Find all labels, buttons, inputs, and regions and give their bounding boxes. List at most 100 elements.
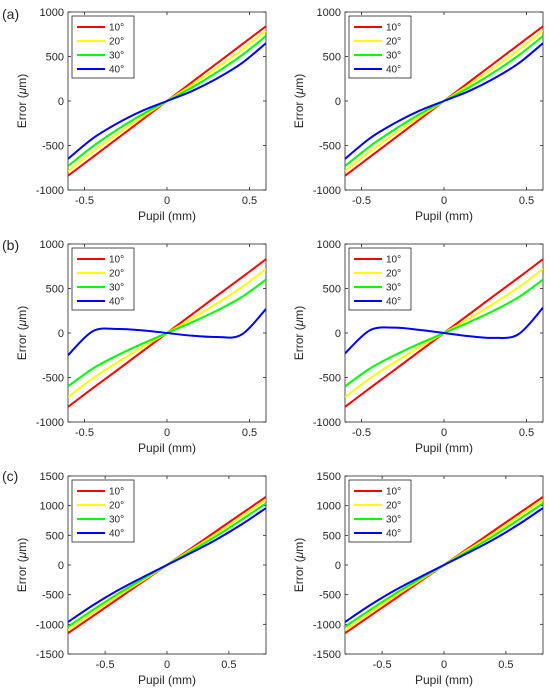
chart-2-x-axis-label: Pupil (mm) bbox=[138, 441, 196, 455]
chart-0-y-axis-label: Error (μm) bbox=[15, 74, 29, 129]
chart-0-y-axis-label-mu: μ bbox=[15, 87, 29, 95]
chart-5-panel: -0.5 0 0.5 -1500 -1000 -500 0 500 1000 1500 Pupil … bbox=[292, 471, 544, 687]
chart-3-y-tick-label: 0 bbox=[335, 328, 341, 340]
chart-3-x-tick-label: 0.5 bbox=[519, 427, 534, 439]
panel-label-b: (b) bbox=[2, 237, 19, 253]
chart-3-legend-label-1: 20° bbox=[386, 269, 401, 280]
chart-1-y-axis-label-mu: μ bbox=[292, 87, 306, 95]
chart-1-legend-label-0: 10° bbox=[386, 23, 401, 34]
chart-3-y-tick-label: 1000 bbox=[317, 239, 341, 251]
chart-3-y-axis-label-prefix: Error ( bbox=[292, 326, 306, 360]
chart-1-y-axis-label-suffix: m) bbox=[292, 74, 306, 88]
chart-5-y-axis-label-suffix: m) bbox=[292, 538, 306, 552]
chart-5-legend-label-1: 20° bbox=[386, 501, 401, 512]
chart-2-series-line-3 bbox=[68, 308, 266, 356]
chart-1-y-axis-label-prefix: Error ( bbox=[292, 94, 306, 128]
chart-0-legend-label-2: 30° bbox=[109, 51, 124, 62]
chart-5-y-tick-label: -1000 bbox=[313, 619, 341, 631]
chart-1-y-tick-label: 1000 bbox=[317, 7, 341, 19]
chart-2-legend: 10° 20° 30° 40° bbox=[71, 247, 135, 311]
chart-3-x-tick-label: -0.5 bbox=[352, 427, 371, 439]
chart-0-x-axis-label: Pupil (mm) bbox=[138, 209, 196, 223]
chart-3-x-tick-label: 0 bbox=[441, 427, 447, 439]
chart-3-y-tick-label: -500 bbox=[319, 373, 341, 385]
chart-5-y-tick-label: 1500 bbox=[317, 471, 341, 483]
panel-label-c: (c) bbox=[2, 468, 18, 484]
chart-5-legend: 10° 20° 30° 40° bbox=[348, 479, 412, 543]
chart-1-y-tick-label: -1000 bbox=[313, 185, 341, 197]
chart-5-y-tick-label: 500 bbox=[323, 530, 341, 542]
chart-1-series-line-3 bbox=[345, 42, 543, 160]
chart-0-y-tick-label: -1000 bbox=[36, 185, 64, 197]
chart-4-legend-label-3: 40° bbox=[109, 529, 124, 540]
chart-0-legend-label-1: 20° bbox=[109, 37, 124, 48]
chart-0-y-tick-label: 500 bbox=[46, 52, 64, 64]
chart-4-y-axis-label-suffix: m) bbox=[15, 538, 29, 552]
chart-2-y-axis-label-mu: μ bbox=[15, 319, 29, 327]
chart-5-series-line-3 bbox=[345, 507, 543, 623]
chart-1-y-tick-label: -500 bbox=[319, 141, 341, 153]
chart-4-legend-label-0: 10° bbox=[109, 487, 124, 498]
chart-1-legend-label-1: 20° bbox=[386, 37, 401, 48]
chart-2-y-tick-label: 0 bbox=[58, 328, 64, 340]
chart-2-y-tick-label: 500 bbox=[46, 284, 64, 296]
chart-3-y-axis-label: Error (μm) bbox=[292, 306, 306, 361]
chart-0-y-tick-label: 0 bbox=[58, 96, 64, 108]
chart-4-y-tick-label: 0 bbox=[58, 560, 64, 572]
chart-0-series-line-3 bbox=[68, 42, 266, 160]
chart-0-x-tick-label: -0.5 bbox=[75, 195, 94, 207]
chart-4-y-tick-label: 1500 bbox=[40, 471, 64, 483]
chart-5-x-tick-label: 0.5 bbox=[498, 659, 513, 671]
chart-1-y-tick-label: 0 bbox=[335, 96, 341, 108]
chart-4-panel: -0.5 0 0.5 -1500 -1000 -500 0 500 1000 1500 Pupil … bbox=[15, 471, 267, 687]
chart-0-panel: -0.5 0 0.5 -1000 -500 0 500 1000 Pupil (mm) Error… bbox=[15, 7, 267, 223]
chart-0-x-tick-label: 0.5 bbox=[242, 195, 257, 207]
chart-4-y-axis-label-prefix: Error ( bbox=[15, 558, 29, 592]
chart-5-x-tick-label: 0 bbox=[441, 659, 447, 671]
chart-1-legend-label-3: 40° bbox=[386, 65, 401, 76]
chart-0-legend: 10° 20° 30° 40° bbox=[71, 15, 135, 79]
chart-5-y-tick-label: -1500 bbox=[313, 649, 341, 661]
chart-5-y-axis-label-prefix: Error ( bbox=[292, 558, 306, 592]
chart-3-y-tick-label: 500 bbox=[323, 284, 341, 296]
chart-4-y-tick-label: 1000 bbox=[40, 501, 64, 513]
chart-4-x-tick-label: 0 bbox=[164, 659, 170, 671]
chart-4-legend-label-2: 30° bbox=[109, 515, 124, 526]
chart-0-x-tick-label: 0 bbox=[164, 195, 170, 207]
chart-0-y-tick-label: 1000 bbox=[40, 7, 64, 19]
chart-4-legend-label-1: 20° bbox=[109, 501, 124, 512]
panel-label-a: (a) bbox=[2, 6, 19, 22]
chart-5-y-axis-label: Error (μm) bbox=[292, 538, 306, 593]
chart-0-y-axis-label-prefix: Error ( bbox=[15, 94, 29, 128]
chart-4-y-tick-label: -1500 bbox=[36, 649, 64, 661]
chart-2-panel: -0.5 0 0.5 -1000 -500 0 500 1000 Pupil (mm) Error… bbox=[15, 239, 267, 455]
chart-3-y-tick-label: -1000 bbox=[313, 417, 341, 429]
chart-3-x-axis-label: Pupil (mm) bbox=[415, 441, 473, 455]
chart-0-legend-label-3: 40° bbox=[109, 65, 124, 76]
chart-5-y-tick-label: 0 bbox=[335, 560, 341, 572]
chart-4-y-tick-label: -500 bbox=[42, 590, 64, 602]
chart-2-y-axis-label-suffix: m) bbox=[15, 306, 29, 320]
chart-4-y-axis-label-mu: μ bbox=[15, 551, 29, 559]
chart-2-y-axis-label: Error (μm) bbox=[15, 306, 29, 361]
chart-2-y-tick-label: 1000 bbox=[40, 239, 64, 251]
chart-3-legend-label-0: 10° bbox=[386, 255, 401, 266]
chart-4-y-tick-label: -1000 bbox=[36, 619, 64, 631]
chart-5-legend-label-0: 10° bbox=[386, 487, 401, 498]
chart-1-x-axis-label: Pupil (mm) bbox=[415, 209, 473, 223]
chart-2-legend-label-0: 10° bbox=[109, 255, 124, 266]
chart-2-x-tick-label: -0.5 bbox=[75, 427, 94, 439]
chart-4-y-tick-label: 500 bbox=[46, 530, 64, 542]
chart-5-legend-label-3: 40° bbox=[386, 529, 401, 540]
chart-4-y-axis-label: Error (μm) bbox=[15, 538, 29, 593]
chart-1-x-tick-label: 0.5 bbox=[519, 195, 534, 207]
chart-1-x-tick-label: 0 bbox=[441, 195, 447, 207]
chart-0-y-tick-label: -500 bbox=[42, 141, 64, 153]
chart-4-x-axis-label: Pupil (mm) bbox=[138, 673, 196, 687]
chart-5-legend-label-2: 30° bbox=[386, 515, 401, 526]
chart-3-panel: -0.5 0 0.5 -1000 -500 0 500 1000 Pupil (mm) Error… bbox=[292, 239, 544, 455]
chart-4-x-tick-label: 0.5 bbox=[221, 659, 236, 671]
chart-0-y-axis-label-suffix: m) bbox=[15, 74, 29, 88]
chart-3-series-line-3 bbox=[345, 306, 543, 355]
